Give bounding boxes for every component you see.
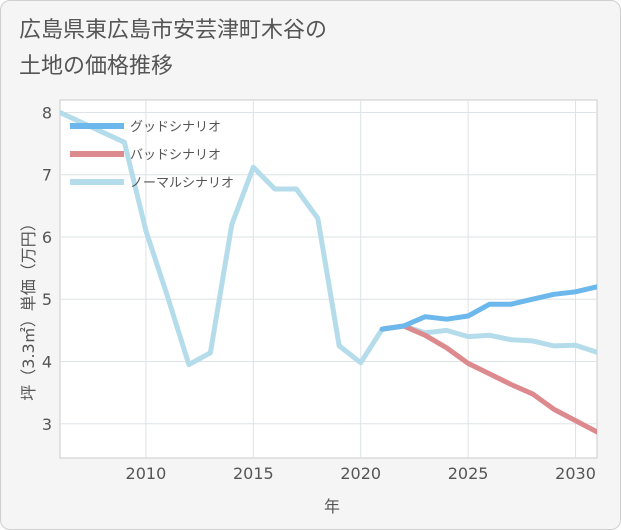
- page-title: 広島県東広島市安芸津町木谷の 土地の価格推移: [19, 18, 328, 79]
- series-line-3: [60, 110, 597, 368]
- y-axis-label: 坪（3.3㎡）単価（万円）: [19, 215, 38, 400]
- legend-label-3: ノーマルシナリオ: [130, 176, 234, 191]
- series-line-1: [379, 284, 597, 332]
- y-tick-label: 5: [42, 290, 52, 309]
- y-tick-label: 7: [42, 166, 52, 185]
- legend-label-2: バッドシナリオ: [130, 148, 221, 163]
- y-tick-label: 6: [42, 228, 52, 247]
- series-lines: [60, 110, 597, 435]
- x-tick-label: 2020: [340, 464, 381, 483]
- x-axis-ticks: 2010 2015 2020 2025 2030: [126, 464, 596, 483]
- x-tick-label: 2015: [233, 464, 274, 483]
- legend-label-1: グッドシナリオ: [130, 120, 221, 135]
- x-tick-label: 2030: [555, 464, 596, 483]
- series-line-2: [379, 323, 597, 435]
- y-axis-ticks: 3 4 5 6 7 8: [42, 103, 52, 433]
- y-tick-label: 3: [42, 415, 52, 434]
- y-tick-label: 4: [42, 352, 52, 371]
- x-axis-label: 年: [324, 497, 340, 516]
- x-tick-label: 2025: [448, 464, 489, 483]
- y-tick-label: 8: [42, 103, 52, 122]
- x-tick-label: 2010: [126, 464, 167, 483]
